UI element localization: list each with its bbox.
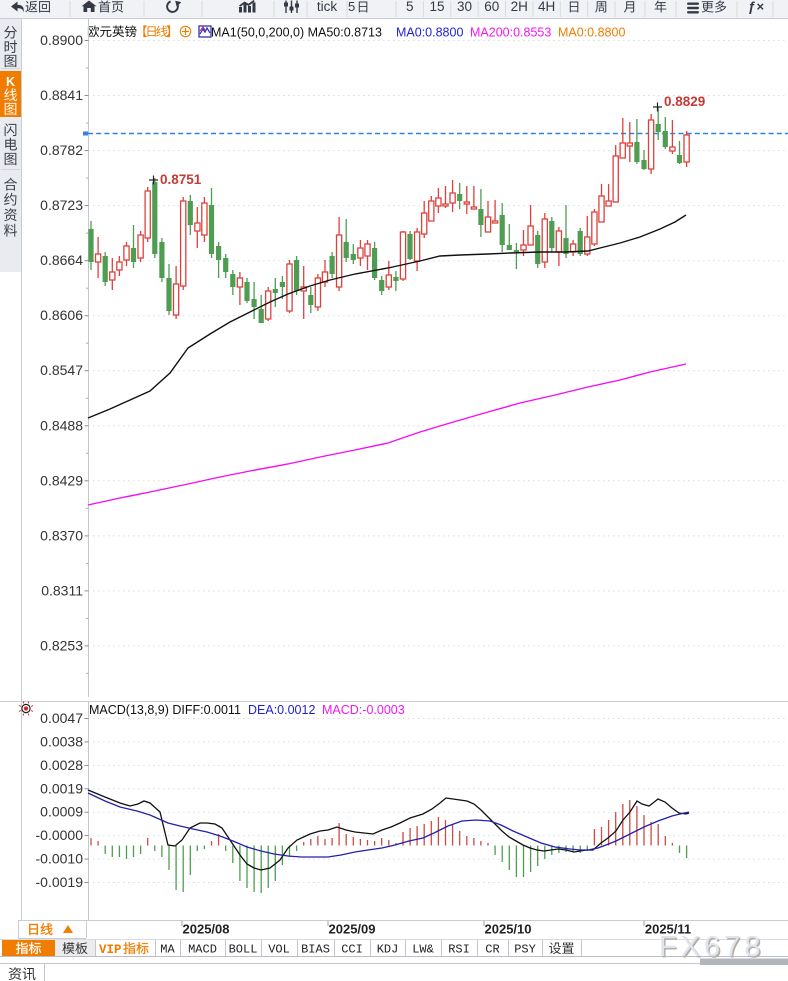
svg-text:5: 5 xyxy=(406,0,414,14)
svg-text:0.8841: 0.8841 xyxy=(40,87,83,103)
svg-text:BOLL: BOLL xyxy=(229,943,258,957)
svg-text:MA: MA xyxy=(160,943,175,957)
svg-text:5: 5 xyxy=(348,0,355,14)
svg-text:KDJ: KDJ xyxy=(377,943,399,957)
svg-text:4H: 4H xyxy=(538,0,555,14)
svg-text:2025/08: 2025/08 xyxy=(183,922,230,937)
svg-text:PSY: PSY xyxy=(514,943,536,957)
svg-text:0.8488: 0.8488 xyxy=(40,417,83,433)
svg-text:2025/09: 2025/09 xyxy=(329,922,376,937)
svg-text:CR: CR xyxy=(485,943,499,957)
svg-text:MA0:0.8800: MA0:0.8800 xyxy=(396,26,463,40)
svg-text:tick: tick xyxy=(317,0,338,14)
svg-text:MACD: MACD xyxy=(188,943,217,957)
svg-text:MACD(13,8,9) DIFF:0.0011: MACD(13,8,9) DIFF:0.0011 xyxy=(89,703,241,717)
svg-text:-0.0000: -0.0000 xyxy=(36,827,84,843)
svg-text:×: × xyxy=(757,0,765,14)
svg-text:MA0:0.8800: MA0:0.8800 xyxy=(558,26,625,40)
svg-text:0.8429: 0.8429 xyxy=(40,472,83,488)
svg-text:0.8311: 0.8311 xyxy=(41,582,83,598)
svg-text:0.8370: 0.8370 xyxy=(40,527,83,543)
svg-text:15: 15 xyxy=(429,0,444,14)
svg-text:0.0047: 0.0047 xyxy=(40,710,83,726)
svg-text:DEA:0.0012: DEA:0.0012 xyxy=(248,703,315,717)
svg-text:30: 30 xyxy=(457,0,472,14)
svg-text:60: 60 xyxy=(484,0,499,14)
svg-text:BIAS: BIAS xyxy=(301,943,330,957)
svg-text:2025/11: 2025/11 xyxy=(645,922,691,937)
svg-text:LW&: LW& xyxy=(412,943,434,957)
svg-text:ƒ: ƒ xyxy=(748,0,756,14)
svg-text:FX678: FX678 xyxy=(659,931,764,963)
svg-text:MA1(50,0,200,0) MA50:0.8713: MA1(50,0,200,0) MA50:0.8713 xyxy=(211,26,382,40)
svg-text:0.8900: 0.8900 xyxy=(40,32,83,48)
svg-text:0.8829: 0.8829 xyxy=(664,94,705,109)
svg-text:RSI: RSI xyxy=(448,943,470,957)
svg-text:0.0028: 0.0028 xyxy=(40,757,83,773)
svg-text:0.0038: 0.0038 xyxy=(40,733,83,749)
svg-text:MACD:-0.0003: MACD:-0.0003 xyxy=(322,703,405,717)
svg-text:VIP: VIP xyxy=(99,943,122,957)
svg-text:-0.0010: -0.0010 xyxy=(36,851,84,867)
svg-text:2H: 2H xyxy=(511,0,528,14)
svg-text:VOL: VOL xyxy=(268,943,290,957)
svg-text:0.8253: 0.8253 xyxy=(40,637,83,653)
svg-text:MA200:0.8553: MA200:0.8553 xyxy=(470,26,551,40)
svg-text:0.0019: 0.0019 xyxy=(40,780,83,796)
svg-text:2025/10: 2025/10 xyxy=(485,922,532,937)
svg-text:-0.0019: -0.0019 xyxy=(36,874,84,890)
svg-text:0.8664: 0.8664 xyxy=(40,252,83,268)
svg-text:CCI: CCI xyxy=(341,943,363,957)
svg-text:0.0009: 0.0009 xyxy=(40,804,83,820)
svg-text:0.8782: 0.8782 xyxy=(40,142,83,158)
svg-text:0.8723: 0.8723 xyxy=(40,197,83,213)
svg-text:0.8547: 0.8547 xyxy=(40,362,83,378)
svg-text:0.8606: 0.8606 xyxy=(40,307,83,323)
svg-text:0.8751: 0.8751 xyxy=(160,172,202,187)
svg-text:K: K xyxy=(6,75,15,89)
